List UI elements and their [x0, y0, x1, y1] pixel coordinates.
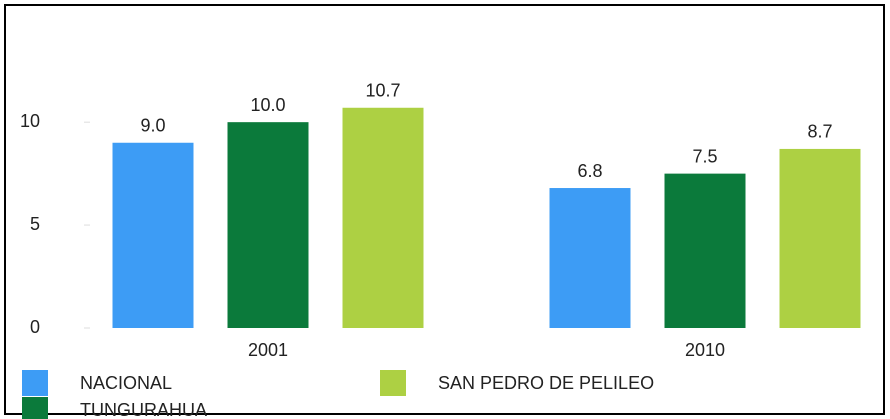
y-tick-label: 0: [30, 317, 40, 337]
y-tick-label: 10: [20, 111, 40, 131]
value-label: 10.7: [365, 81, 400, 101]
value-label: 8.7: [807, 122, 832, 142]
x-tick-label: 2001: [248, 340, 288, 360]
bar: [342, 107, 424, 328]
legend-label: NACIONAL: [80, 373, 172, 393]
bar: [549, 188, 631, 328]
legend-swatch: [380, 370, 406, 396]
legend-label: TUNGURAHUA: [80, 400, 207, 419]
bar: [227, 122, 309, 329]
value-label: 7.5: [692, 146, 717, 166]
value-label: 10.0: [250, 95, 285, 115]
bar: [112, 142, 194, 328]
y-tick-label: 5: [30, 214, 40, 234]
value-label: 6.8: [577, 161, 602, 181]
legend-swatch: [22, 397, 48, 419]
bar: [664, 173, 746, 328]
bar: [779, 148, 861, 328]
x-tick-label: 2010: [685, 340, 725, 360]
legend-swatch: [22, 370, 48, 396]
value-label: 9.0: [140, 116, 165, 136]
legend-label: SAN PEDRO DE PELILEO: [438, 373, 654, 393]
